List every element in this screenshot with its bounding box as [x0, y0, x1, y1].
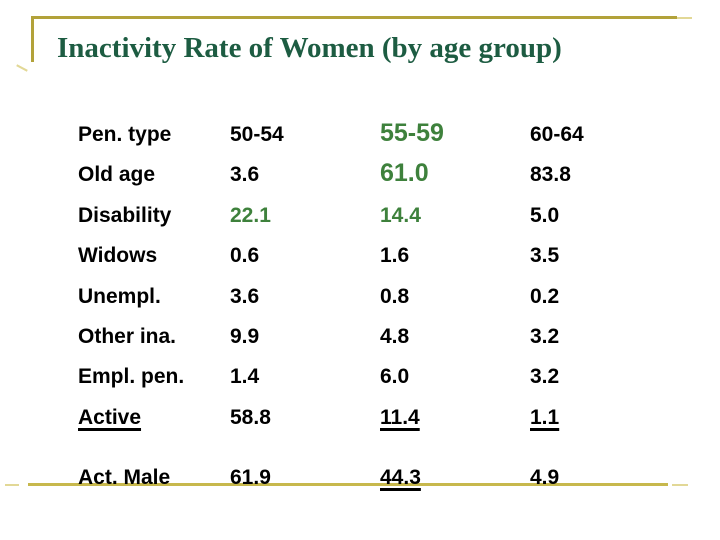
cell-value: 58.8	[230, 405, 271, 429]
cell-value: 3.2	[530, 324, 560, 348]
inactivity-rate-table: Pen. type 50-54 55-59 60-64 Old age 3.6 …	[78, 119, 678, 506]
slide-left-border	[31, 16, 34, 62]
row-label: Old age	[78, 163, 156, 187]
header-col-60-64: 60-64	[530, 123, 584, 146]
header-col-55-59: 55-59	[380, 119, 444, 147]
table-row-active: Active 58.8 11.4 1.1	[78, 405, 678, 445]
slide-bottom-border	[28, 483, 668, 486]
slide-bottom-border-dash-right	[672, 484, 688, 486]
cell-value: 3.6	[230, 163, 260, 187]
cell-value: 44.3	[380, 466, 421, 490]
header-pen-type: Pen. type	[78, 123, 172, 146]
cell-value: 3.6	[230, 284, 260, 308]
table-row-other-ina: Other ina. 9.9 4.8 3.2	[78, 324, 678, 364]
table-row-old-age: Old age 3.6 61.0 83.8	[78, 159, 678, 202]
table-row-act-male: Act. Male 61.9 44.3 4.9	[78, 465, 678, 505]
cell-value: 0.8	[380, 284, 410, 308]
cell-value: 0.2	[530, 284, 560, 308]
cell-value: 61.0	[380, 159, 429, 188]
cell-value: 14.4	[380, 203, 421, 227]
cell-value: 5.0	[530, 203, 560, 227]
cell-value: 1.4	[230, 365, 260, 389]
slide-title: Inactivity Rate of Women (by age group)	[57, 32, 562, 64]
cell-value: 3.2	[530, 365, 560, 389]
cell-value: 1.6	[380, 244, 410, 268]
row-label: Other ina.	[78, 324, 177, 348]
slide-top-border-faint-extension	[677, 17, 692, 19]
table-row-empl-pen: Empl. pen. 1.4 6.0 3.2	[78, 364, 678, 404]
cell-value: 4.9	[530, 466, 560, 490]
cell-value: 83.8	[530, 163, 571, 187]
cell-value: 4.8	[380, 324, 410, 348]
slide-corner-tick	[16, 64, 28, 72]
row-label: Active	[78, 405, 142, 429]
row-label: Act. Male	[78, 466, 171, 490]
cell-value: 9.9	[230, 324, 260, 348]
table-header-row: Pen. type 50-54 55-59 60-64	[78, 119, 678, 162]
cell-value: 0.6	[230, 244, 260, 268]
row-label: Widows	[78, 244, 158, 268]
cell-value: 3.5	[530, 244, 560, 268]
row-label: Unempl.	[78, 284, 161, 308]
cell-value: 1.1	[530, 405, 560, 429]
table-row-disability: Disability 22.1 14.4 5.0	[78, 203, 678, 243]
table-row-unempl: Unempl. 3.6 0.8 0.2	[78, 284, 678, 324]
table-row-widows: Widows 0.6 1.6 3.5	[78, 243, 678, 283]
slide-bottom-border-dash-left	[5, 484, 19, 486]
cell-value: 6.0	[380, 365, 410, 389]
cell-value: 11.4	[380, 405, 420, 429]
slide-top-border	[31, 16, 677, 19]
header-col-50-54: 50-54	[230, 123, 284, 146]
cell-value: 22.1	[230, 203, 271, 227]
cell-value: 61.9	[230, 466, 271, 490]
row-label: Disability	[78, 203, 172, 227]
row-label: Empl. pen.	[78, 365, 185, 389]
